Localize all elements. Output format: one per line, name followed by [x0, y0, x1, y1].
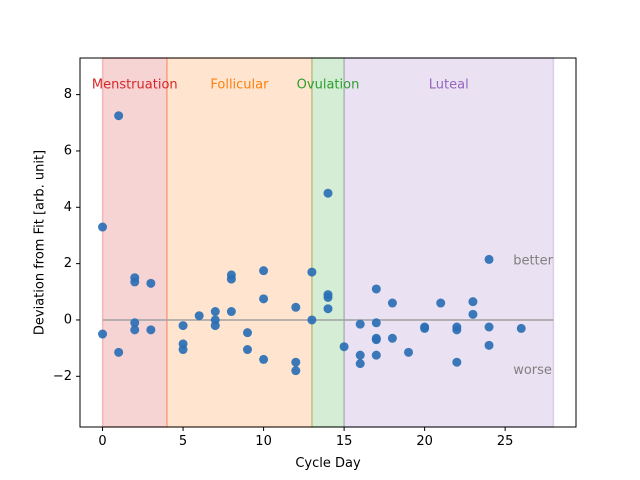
phase-labels: Menstruation Follicular Ovulation Luteal: [92, 77, 469, 92]
plot-frame: [79, 57, 577, 428]
data-point: [226, 274, 236, 284]
x-tick-label: 5: [179, 434, 187, 449]
data-point: [436, 298, 446, 308]
x-axis-title: Cycle Day: [295, 456, 361, 471]
annotations: better worse: [513, 253, 553, 378]
data-point: [130, 318, 140, 328]
data-point: [387, 333, 397, 343]
data-point: [323, 292, 333, 302]
phase-bands: [101, 57, 555, 428]
data-point: [371, 318, 381, 328]
data-point: [355, 350, 365, 360]
data-point: [226, 307, 236, 317]
data-point: [420, 323, 430, 333]
phase-label-follicular: Follicular: [210, 77, 269, 92]
y-tick-label: 0: [64, 312, 72, 327]
phase-label-menstruation: Menstruation: [92, 77, 178, 92]
data-point: [307, 315, 317, 325]
y-axis-title: Deviation from Fit [arb. unit]: [33, 150, 48, 335]
data-point: [355, 319, 365, 329]
phase-band-follicular: [166, 57, 313, 428]
data-point: [130, 325, 140, 335]
x-tick-label: 15: [336, 434, 353, 449]
data-point: [387, 298, 397, 308]
data-point: [98, 222, 108, 232]
data-point: [210, 321, 220, 331]
annotation-better: better: [513, 253, 553, 268]
data-point: [323, 188, 333, 198]
data-point: [259, 354, 269, 364]
data-point: [259, 266, 269, 276]
data-point: [291, 302, 301, 312]
data-point: [114, 111, 124, 121]
x-axis-ticks: 0 5 10 15 20 25: [98, 427, 513, 449]
data-point: [259, 294, 269, 304]
data-point: [468, 297, 478, 307]
x-tick-label: 0: [98, 434, 106, 449]
annotation-worse: worse: [513, 363, 552, 378]
data-point: [307, 267, 317, 277]
data-point: [339, 342, 349, 352]
data-point: [484, 322, 494, 332]
y-tick-label: 6: [64, 143, 72, 158]
data-point: [516, 323, 526, 333]
data-point: [355, 359, 365, 369]
data-point: [484, 254, 494, 264]
data-point: [452, 325, 462, 335]
x-tick-label: 25: [497, 434, 514, 449]
data-point: [371, 284, 381, 294]
data-point: [146, 278, 156, 288]
data-point: [242, 345, 252, 355]
data-point: [404, 347, 414, 357]
data-point: [178, 321, 188, 331]
data-point: [452, 357, 462, 367]
data-point: [468, 309, 478, 319]
phase-band-menstruation: [101, 57, 168, 428]
data-point: [371, 350, 381, 360]
y-tick-label: 8: [64, 87, 72, 102]
data-point: [242, 328, 252, 338]
data-point: [291, 366, 301, 376]
data-point: [323, 304, 333, 314]
phase-band-luteal: [343, 57, 555, 428]
x-tick-label: 10: [255, 434, 272, 449]
data-point: [371, 335, 381, 345]
data-point: [130, 277, 140, 287]
data-point: [146, 325, 156, 335]
y-tick-label: 4: [64, 200, 72, 215]
data-point: [114, 347, 124, 357]
phase-label-luteal: Luteal: [429, 77, 469, 92]
y-axis-ticks: −2 0 2 4 6 8: [53, 87, 80, 384]
phase-band-ovulation: [311, 57, 345, 428]
data-point: [194, 311, 204, 321]
y-tick-label: −2: [53, 369, 72, 384]
phase-label-ovulation: Ovulation: [297, 77, 360, 92]
data-point: [291, 357, 301, 367]
data-points: [98, 111, 526, 376]
y-tick-label: 2: [64, 256, 72, 271]
data-point: [484, 340, 494, 350]
data-point: [178, 345, 188, 355]
data-point: [98, 329, 108, 339]
data-point: [210, 307, 220, 317]
x-tick-label: 20: [416, 434, 433, 449]
